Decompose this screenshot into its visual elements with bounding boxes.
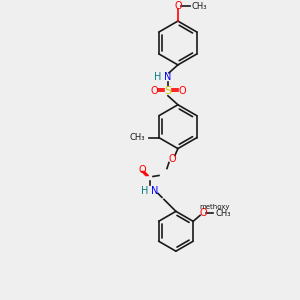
- Text: H: H: [154, 72, 162, 82]
- Text: CH₃: CH₃: [215, 209, 231, 218]
- Text: O: O: [150, 86, 158, 96]
- Text: N: N: [151, 186, 159, 197]
- Text: N: N: [164, 72, 172, 82]
- Text: O: O: [168, 154, 176, 164]
- Text: O: O: [174, 1, 182, 11]
- Text: CH₃: CH₃: [130, 133, 145, 142]
- Text: methoxy: methoxy: [200, 204, 230, 210]
- Text: S: S: [164, 86, 172, 96]
- Text: H: H: [141, 186, 149, 197]
- Text: O: O: [178, 86, 186, 96]
- Text: O: O: [199, 208, 207, 218]
- Text: O: O: [138, 166, 146, 176]
- Text: CH₃: CH₃: [192, 2, 207, 10]
